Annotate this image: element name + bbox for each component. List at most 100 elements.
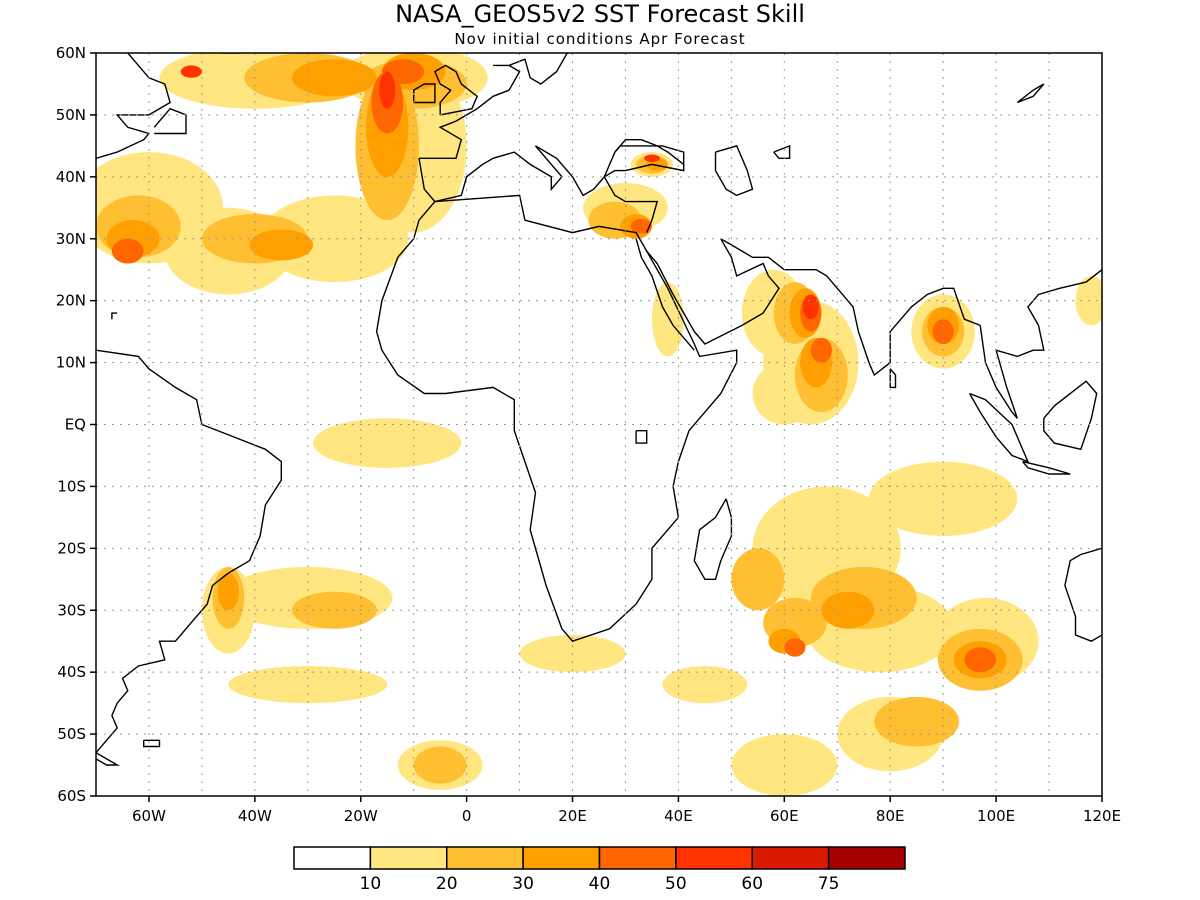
lat-tick-label: 10N bbox=[56, 354, 86, 372]
skill-contour-level-3 bbox=[291, 59, 377, 97]
coastline-segment bbox=[968, 392, 1030, 463]
skill-shading bbox=[96, 53, 1102, 796]
coastline-segment bbox=[111, 312, 118, 320]
lat-tick-label: 30N bbox=[56, 230, 86, 248]
lat-tick-label: 40N bbox=[56, 168, 86, 186]
longitude-axis: 60W 40W 20W 0 20E 40E 60E 80E 100E 120E bbox=[132, 796, 1121, 825]
coastline-segment bbox=[889, 368, 897, 389]
skill-contour-level-2 bbox=[413, 746, 467, 784]
lon-tick-label: 0 bbox=[462, 807, 472, 825]
coastline-segment bbox=[418, 145, 685, 233]
skill-contour-level-4 bbox=[964, 647, 997, 673]
skill-contour-level-4 bbox=[630, 218, 652, 234]
skill-contour-level-3 bbox=[249, 229, 314, 261]
colorbar-swatch bbox=[446, 846, 524, 870]
skill-contour-level-4 bbox=[810, 337, 832, 363]
lon-tick-label: 120E bbox=[1083, 807, 1121, 825]
coastline-segment bbox=[96, 752, 120, 766]
colorbar-swatch bbox=[675, 846, 753, 870]
lat-tick-label: 50N bbox=[56, 106, 86, 124]
skill-contour-level-4 bbox=[111, 238, 144, 264]
coastline-segment bbox=[826, 275, 981, 377]
lat-tick-label: 60N bbox=[56, 44, 86, 62]
colorbar-label: 30 bbox=[512, 874, 534, 894]
coastline-segment bbox=[221, 53, 240, 54]
colorbar-label: 60 bbox=[741, 874, 763, 894]
colorbar-swatch bbox=[827, 846, 906, 870]
skill-contour-level-3 bbox=[217, 573, 239, 611]
skill-contour-level-4 bbox=[784, 638, 806, 657]
skill-contour-level-2 bbox=[874, 696, 960, 747]
coastline-segment bbox=[693, 498, 733, 580]
coastline-segment bbox=[720, 238, 828, 277]
lon-tick-label: 80E bbox=[876, 807, 905, 825]
lon-tick-label: 40E bbox=[664, 807, 693, 825]
coastline-segment bbox=[96, 53, 171, 159]
latitude-axis: 60N 50N 40N 30N 20N 10N EQ 10S 20S 30S 40S 50S 60S bbox=[56, 44, 96, 805]
skill-contour-level-5 bbox=[180, 65, 202, 78]
coastline-segment bbox=[96, 349, 282, 754]
coastline-segment bbox=[434, 64, 479, 116]
skill-contour-level-4 bbox=[932, 319, 954, 345]
lat-tick-label: 20S bbox=[57, 539, 86, 557]
map-title: NASA_GEOS5v2 SST Forecast Skill bbox=[395, 0, 805, 28]
map-subtitle: Nov initial conditions Apr Forecast bbox=[454, 30, 745, 48]
coastline-segment bbox=[350, 22, 392, 34]
lat-tick-label: 10S bbox=[57, 477, 86, 495]
coastline-segment bbox=[493, 53, 568, 85]
lon-tick-label: 40W bbox=[238, 807, 272, 825]
lat-tick-label: EQ bbox=[65, 416, 86, 434]
colorbar-label: 75 bbox=[818, 874, 840, 894]
coastline-segment bbox=[614, 139, 685, 165]
coastline-segment bbox=[143, 739, 161, 748]
lat-tick-label: 40S bbox=[57, 663, 86, 681]
skill-contour-level-1 bbox=[228, 665, 388, 704]
colorbar-swatch bbox=[369, 846, 448, 870]
colorbar-swatch bbox=[598, 846, 677, 870]
colorbar-label: 50 bbox=[665, 874, 687, 894]
coastline-segment bbox=[773, 144, 791, 159]
lon-tick-label: 20W bbox=[344, 807, 378, 825]
colorbar-swatch bbox=[751, 846, 830, 870]
coastline-segment bbox=[375, 194, 738, 643]
lat-tick-label: 50S bbox=[57, 725, 86, 743]
lon-tick-label: 100E bbox=[977, 807, 1015, 825]
coastline-segment bbox=[1016, 83, 1045, 104]
coastline-segment bbox=[1064, 547, 1102, 642]
skill-contour-level-1 bbox=[662, 665, 748, 704]
colorbar-label: 40 bbox=[589, 874, 611, 894]
lon-tick-label: 60E bbox=[770, 807, 799, 825]
colorbar-label: 20 bbox=[436, 874, 458, 894]
lat-tick-label: 20N bbox=[56, 292, 86, 310]
coastline-segment bbox=[1022, 460, 1071, 475]
skill-contour-level-2 bbox=[291, 591, 377, 629]
coastline-segment bbox=[714, 145, 754, 197]
colorbar-swatch bbox=[293, 846, 372, 870]
skill-contour-level-1 bbox=[313, 418, 462, 468]
lon-tick-label: 60W bbox=[132, 807, 166, 825]
skill-contour-level-1 bbox=[651, 282, 684, 357]
skill-contour-level-1 bbox=[869, 461, 1018, 536]
coastline-segment bbox=[979, 269, 1102, 419]
coastline-segment bbox=[419, 64, 521, 159]
skill-contour-level-5 bbox=[644, 154, 660, 162]
lat-tick-label: 60S bbox=[57, 787, 86, 805]
colorbar-label: 10 bbox=[360, 874, 382, 894]
skill-contour-level-5 bbox=[802, 294, 819, 320]
lon-tick-label: 20E bbox=[558, 807, 587, 825]
lat-tick-label: 30S bbox=[57, 601, 86, 619]
skill-contour-level-3 bbox=[821, 591, 875, 629]
skill-contour-level-2 bbox=[731, 548, 785, 611]
coastline-segment bbox=[646, 238, 780, 345]
colorbar: 10 20 30 40 50 60 75 bbox=[293, 846, 906, 894]
coastlines bbox=[96, 22, 1102, 766]
coastline-segment bbox=[635, 430, 648, 444]
skill-contour-level-5 bbox=[379, 71, 396, 109]
coastline-segment bbox=[413, 83, 436, 104]
colorbar-swatch bbox=[522, 846, 601, 870]
skill-contour-level-1 bbox=[260, 195, 409, 283]
coastline-segment bbox=[635, 238, 695, 351]
coastline-segment bbox=[153, 107, 187, 135]
coastline-segment bbox=[1043, 380, 1098, 451]
